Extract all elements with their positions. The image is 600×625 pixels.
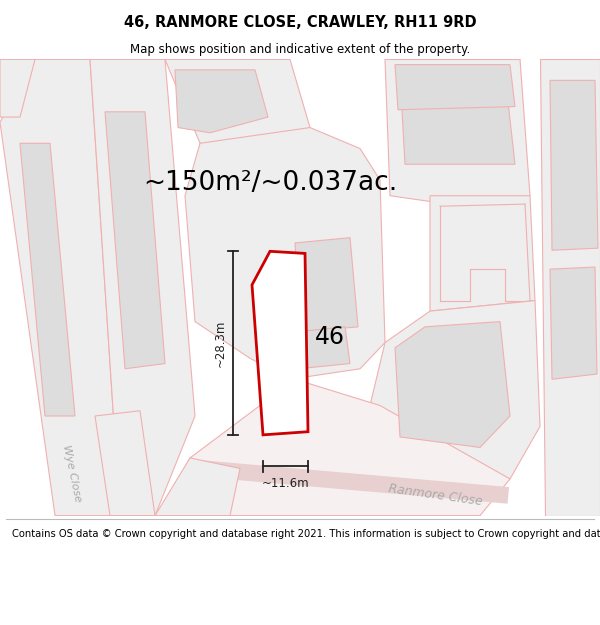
- Polygon shape: [175, 70, 268, 132]
- Text: Wye Close: Wye Close: [61, 444, 83, 503]
- Polygon shape: [295, 238, 358, 332]
- Text: Contains OS data © Crown copyright and database right 2021. This information is : Contains OS data © Crown copyright and d…: [12, 529, 600, 539]
- Polygon shape: [90, 59, 195, 516]
- Text: ~150m²/~0.037ac.: ~150m²/~0.037ac.: [143, 170, 397, 196]
- Polygon shape: [395, 322, 510, 448]
- Polygon shape: [550, 267, 597, 379]
- Polygon shape: [370, 301, 540, 479]
- Polygon shape: [550, 81, 598, 250]
- Polygon shape: [185, 127, 385, 379]
- Polygon shape: [430, 196, 535, 311]
- Text: 46, RANMORE CLOSE, CRAWLEY, RH11 9RD: 46, RANMORE CLOSE, CRAWLEY, RH11 9RD: [124, 15, 476, 30]
- Polygon shape: [155, 59, 310, 149]
- Polygon shape: [155, 458, 240, 516]
- Polygon shape: [20, 143, 75, 416]
- Polygon shape: [0, 59, 35, 117]
- Polygon shape: [0, 59, 120, 516]
- Polygon shape: [95, 411, 155, 516]
- Text: Ranmore Close: Ranmore Close: [387, 482, 483, 508]
- Polygon shape: [385, 59, 530, 211]
- Text: ~28.3m: ~28.3m: [214, 319, 227, 367]
- Polygon shape: [540, 59, 600, 516]
- Polygon shape: [160, 379, 510, 516]
- Text: ~11.6m: ~11.6m: [262, 477, 310, 490]
- Text: 46: 46: [315, 326, 345, 349]
- Text: Map shows position and indicative extent of the property.: Map shows position and indicative extent…: [130, 42, 470, 56]
- Polygon shape: [400, 75, 515, 164]
- Polygon shape: [395, 64, 515, 110]
- Polygon shape: [252, 251, 308, 435]
- Polygon shape: [295, 327, 350, 369]
- Polygon shape: [105, 112, 165, 369]
